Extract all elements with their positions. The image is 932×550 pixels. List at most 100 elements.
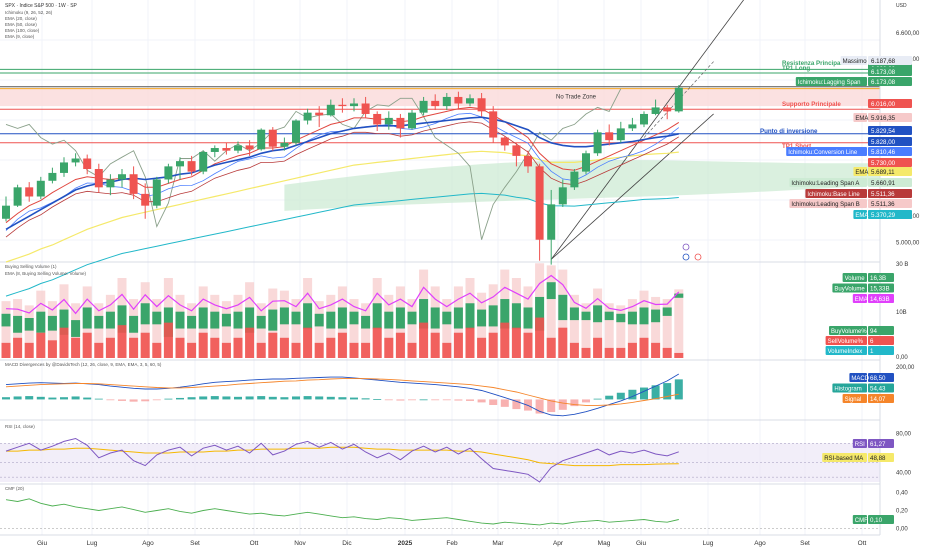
sell-volume-bar bbox=[465, 327, 475, 358]
pane-name-chip bbox=[822, 453, 867, 462]
buy-volume-bar bbox=[395, 307, 405, 329]
rsi-line bbox=[5, 437, 679, 483]
event-marker bbox=[694, 253, 702, 261]
buy-volume-bar bbox=[488, 305, 498, 327]
sell-volume-bar bbox=[24, 342, 34, 358]
macd-histogram-bar bbox=[13, 396, 22, 400]
level-value-chip bbox=[868, 189, 912, 198]
level-name-chip bbox=[789, 178, 867, 187]
sell-volume-bar bbox=[523, 332, 533, 358]
volume-total-bar bbox=[291, 299, 301, 358]
macd-histogram-bar bbox=[118, 399, 126, 401]
cmf-pane-title: CMF (20) bbox=[5, 486, 25, 491]
sell-volume-bar bbox=[140, 332, 150, 358]
buy-volume-bar bbox=[372, 303, 382, 329]
candle-body bbox=[466, 98, 474, 104]
candle-body bbox=[118, 174, 126, 180]
volume-total-bar bbox=[627, 299, 637, 358]
sell-volume-bar bbox=[163, 322, 173, 358]
level-value-chip bbox=[868, 178, 912, 187]
pane-name-text: VolumeIndex bbox=[828, 349, 863, 355]
macd-histogram-bar bbox=[593, 398, 602, 400]
ema-100-line bbox=[5, 192, 679, 297]
candle-body bbox=[373, 113, 382, 125]
pane-value-text: 14,63B bbox=[870, 296, 890, 303]
sell-volume-bar bbox=[326, 337, 336, 358]
cmf-pane[interactable] bbox=[0, 498, 880, 529]
x-tick-label: Mag bbox=[598, 540, 611, 547]
candle-body bbox=[489, 111, 498, 138]
buy-volume-bar bbox=[593, 305, 603, 323]
level-name-text: EMA bbox=[855, 116, 868, 122]
buy-volume-bar bbox=[221, 313, 231, 327]
pane-name-chip bbox=[852, 439, 867, 448]
candle-body bbox=[268, 129, 277, 147]
candle-body bbox=[396, 117, 405, 129]
macd-histogram-bar bbox=[199, 396, 208, 400]
no-trade-zone bbox=[0, 88, 880, 107]
buy-volume-bar bbox=[13, 315, 23, 333]
candle-body bbox=[593, 132, 602, 154]
channel-lower bbox=[550, 113, 714, 260]
buy-volume-bar bbox=[407, 311, 417, 325]
pane-name-chip bbox=[832, 283, 867, 293]
buy-volume-bar bbox=[140, 303, 150, 325]
price-pane[interactable]: No Trade Zone bbox=[0, 0, 932, 297]
candle-body bbox=[315, 112, 324, 116]
event-marker bbox=[682, 243, 690, 251]
volume-total-bar bbox=[221, 301, 231, 358]
macd-histogram-bar bbox=[48, 397, 57, 400]
buy-volume-bar bbox=[581, 311, 591, 321]
level-value-chip bbox=[868, 158, 912, 167]
level-value-chip bbox=[868, 167, 912, 176]
pane-name-chip bbox=[842, 273, 867, 282]
buy-volume-bar bbox=[546, 282, 556, 300]
macd-histogram-bar bbox=[36, 396, 45, 400]
x-tick-label: Feb bbox=[446, 540, 458, 547]
symbol-line: SPX · Indice S&P 500 · 1W · SP bbox=[5, 3, 78, 9]
volume-pane[interactable] bbox=[1, 263, 684, 358]
level-value-text: 5.660,91 bbox=[871, 180, 896, 187]
candle-body bbox=[199, 151, 208, 172]
x-tick-label: Ott bbox=[858, 540, 867, 547]
volume-total-bar bbox=[546, 265, 556, 358]
pane-name-chip bbox=[852, 515, 867, 524]
rsi-pane[interactable] bbox=[0, 437, 880, 483]
level-name-chip bbox=[853, 113, 867, 122]
buy-volume-bar bbox=[36, 311, 46, 333]
buy-volume-bar bbox=[523, 307, 533, 329]
level-name-chip bbox=[795, 77, 867, 86]
macd-histogram-bar bbox=[152, 399, 161, 401]
pane-value-text: 94 bbox=[870, 328, 877, 335]
macd-histogram-bar bbox=[558, 399, 567, 410]
level-value-chip bbox=[868, 210, 912, 219]
sell-volume-bar bbox=[210, 337, 220, 358]
macd-histogram-bar bbox=[268, 396, 277, 400]
candle-body bbox=[303, 112, 312, 121]
buy-volume-bar bbox=[604, 311, 614, 321]
macd-histogram-bar bbox=[477, 399, 486, 403]
buy-volume-bar bbox=[616, 313, 626, 323]
sell-volume-bar bbox=[47, 340, 57, 358]
macd-histogram-bar bbox=[651, 385, 660, 400]
candle-body bbox=[326, 104, 335, 116]
macd-histogram-bar bbox=[25, 396, 34, 400]
pane-value-text: 68,50 bbox=[870, 375, 886, 382]
buy-volume-bar bbox=[558, 294, 568, 321]
buy-volume-bar bbox=[337, 307, 347, 329]
candle-body bbox=[674, 87, 683, 112]
buy-volume-bar bbox=[152, 311, 162, 325]
macd-histogram-bar bbox=[431, 399, 440, 401]
price-tick-label: 5.000,00 bbox=[896, 240, 920, 246]
candle-body bbox=[234, 145, 242, 151]
candle-body bbox=[454, 96, 463, 104]
buy-volume-bar bbox=[1, 313, 11, 327]
pane-value-chip bbox=[868, 394, 894, 403]
x-tick-label: 2025 bbox=[398, 540, 413, 547]
macd-pane[interactable] bbox=[2, 373, 683, 417]
level-value-chip bbox=[868, 126, 912, 135]
pane-value-chip bbox=[868, 515, 894, 524]
sell-volume-bar bbox=[569, 342, 579, 358]
level-value-text: 6.187,68 bbox=[871, 58, 896, 65]
